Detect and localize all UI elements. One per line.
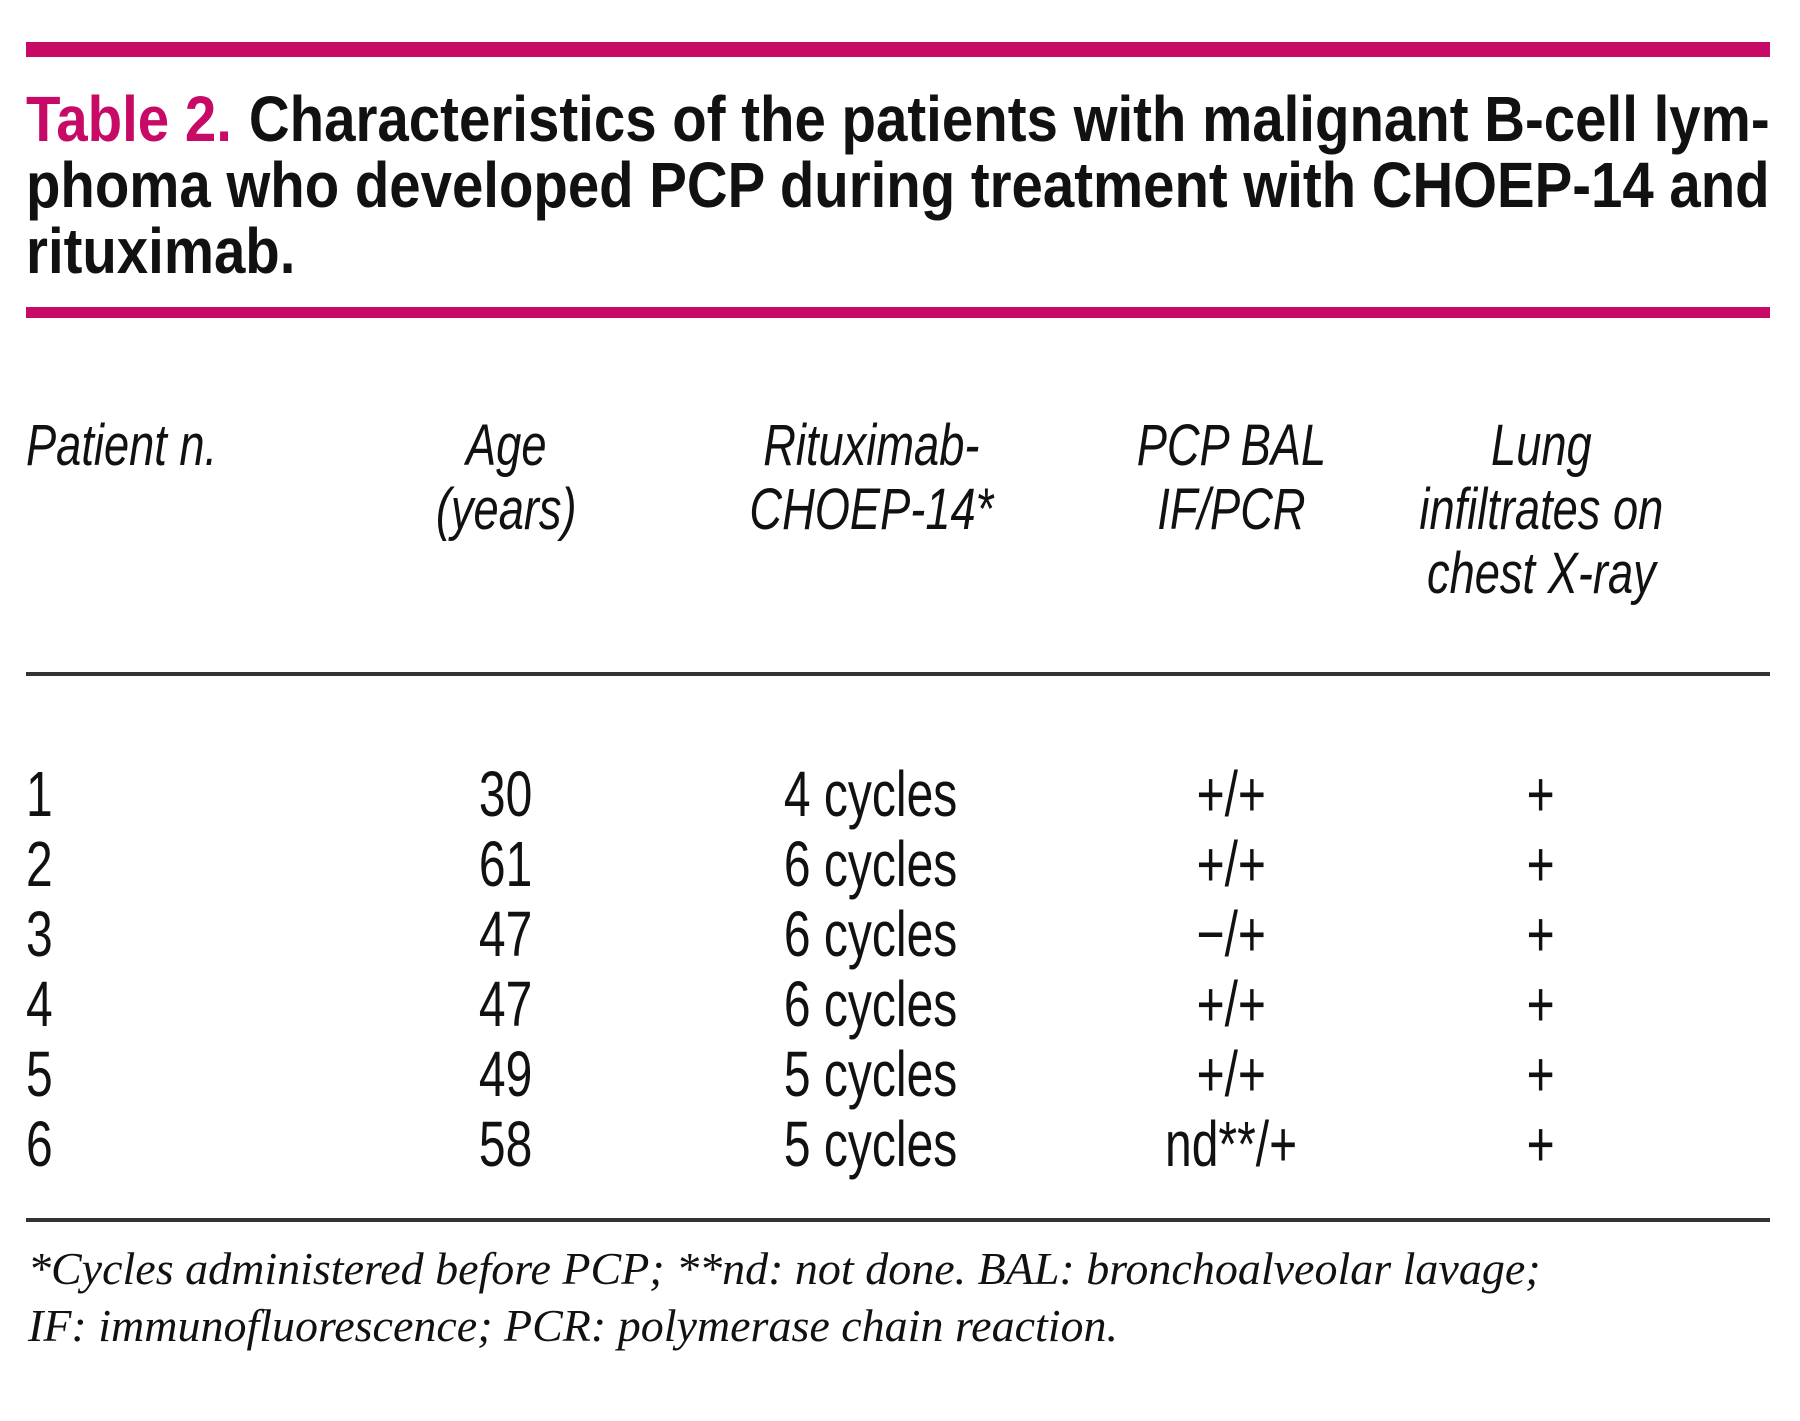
cell-cycles: 5 cycles — [784, 1108, 958, 1180]
title-line-1: Table 2. Characteristics of the patients … — [26, 86, 1770, 152]
cell-cycles: 4 cycles — [784, 758, 958, 830]
table-footnote: *Cycles administered before PCP; **nd: n… — [28, 1240, 1788, 1354]
cell-lung-infiltrates: + — [1526, 968, 1556, 1040]
cell-lung-infiltrates: + — [1526, 1038, 1556, 1110]
cell-patient: 2 — [26, 828, 53, 900]
title-line-1-fit: Table 2. Characteristics of the patients … — [26, 86, 1770, 152]
cell-lung-infiltrates: + — [1526, 828, 1556, 900]
cell-spacer — [1706, 759, 1770, 829]
cell-age: 47 — [479, 898, 533, 970]
cell-patient: 6 — [26, 1108, 53, 1180]
cell-age: 47 — [479, 968, 533, 1040]
table-body: 1 30 4 cycles +/+ + 2 61 6 cycles +/+ + … — [26, 759, 1770, 1179]
title-line-1-text: Characteristics of the patients with mal… — [248, 83, 1770, 155]
footnote-line-1: *Cycles administered before PCP; **nd: n… — [28, 1243, 1541, 1294]
title-line-3: rituximab. — [26, 218, 1770, 284]
column-header-lung-infiltrates: Lung infiltrates on chest X-ray — [1376, 414, 1706, 606]
cell-cycles: 6 cycles — [784, 968, 958, 1040]
cell-pcp-bal: +/+ — [1196, 1038, 1266, 1110]
cell-spacer — [1706, 1109, 1770, 1179]
cell-patient: 3 — [26, 898, 53, 970]
column-header-patient-label: Patient n. — [26, 413, 218, 478]
cell-spacer — [1706, 829, 1770, 899]
cell-patient: 1 — [26, 758, 53, 830]
cell-pcp-bal: nd**/+ — [1164, 1108, 1298, 1180]
cell-age: 49 — [479, 1038, 533, 1110]
column-header-pcp-bal-label: PCP BAL IF/PCR — [1136, 413, 1326, 542]
cell-spacer — [1706, 899, 1770, 969]
cell-cycles: 6 cycles — [784, 828, 958, 900]
cell-lung-infiltrates: + — [1526, 758, 1556, 830]
cell-pcp-bal: +/+ — [1196, 758, 1266, 830]
column-header-pcp-bal: PCP BAL IF/PCR — [1086, 414, 1376, 606]
cell-patient: 5 — [26, 1038, 53, 1110]
mid-magenta-rule — [26, 307, 1770, 318]
cell-lung-infiltrates: + — [1526, 1108, 1556, 1180]
cell-cycles: 5 cycles — [784, 1038, 958, 1110]
cell-pcp-bal: +/+ — [1196, 968, 1266, 1040]
table-number-label: Table 2. — [26, 83, 232, 155]
title-line-3-text: rituximab. — [26, 215, 296, 287]
cell-age: 30 — [479, 758, 533, 830]
cell-cycles: 6 cycles — [784, 898, 958, 970]
footnote-line-2: IF: immunofluorescence; PCR: polymerase … — [28, 1300, 1119, 1351]
cell-age: 58 — [479, 1108, 533, 1180]
title-line-2-text: phoma who developed PCP during treatment… — [26, 149, 1770, 221]
cell-lung-infiltrates: + — [1526, 898, 1556, 970]
table-title: Table 2. Characteristics of the patients … — [26, 86, 1770, 284]
cell-patient: 4 — [26, 968, 53, 1040]
column-header-rituximab-choep-label: Rituximab- CHOEP-14* — [749, 413, 993, 542]
cell-spacer — [1706, 1039, 1770, 1109]
cell-age: 61 — [479, 828, 533, 900]
column-header-patient: Patient n. — [26, 414, 356, 606]
footer-separator-rule — [26, 1218, 1770, 1222]
cell-spacer — [1706, 969, 1770, 1039]
column-header-lung-infiltrates-label: Lung infiltrates on chest X-ray — [1419, 413, 1663, 606]
title-line-2: phoma who developed PCP during treatment… — [26, 152, 1770, 218]
table-header-row: Patient n. Age (years) Rituximab- CHOEP-… — [26, 414, 1770, 606]
column-header-rituximab-choep: Rituximab- CHOEP-14* — [656, 414, 1086, 606]
column-header-spacer — [1706, 414, 1770, 606]
cell-pcp-bal: +/+ — [1196, 828, 1266, 900]
column-header-age: Age (years) — [356, 414, 656, 606]
column-header-age-label: Age (years) — [435, 413, 577, 542]
top-magenta-rule — [26, 42, 1770, 57]
cell-pcp-bal: −/+ — [1196, 898, 1266, 970]
header-separator-rule — [26, 672, 1770, 676]
